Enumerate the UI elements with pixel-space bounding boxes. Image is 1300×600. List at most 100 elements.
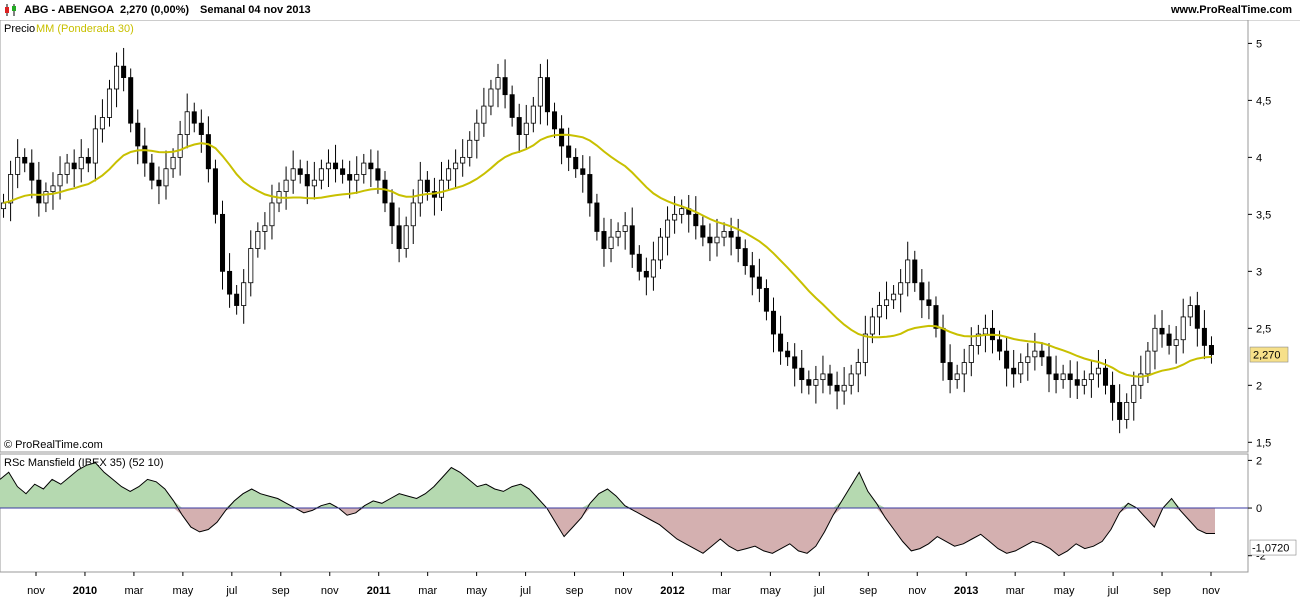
candle-body [481, 105, 487, 124]
candle-body [820, 373, 826, 381]
candle-body [1159, 327, 1165, 335]
legend-price: Precio [4, 23, 35, 35]
candle-body [333, 162, 339, 170]
candle-body [933, 305, 939, 329]
candle-body [707, 236, 713, 244]
candle-body [36, 179, 42, 204]
candle-body [700, 225, 706, 238]
price-y-axis: 5 4,5 4 3,5 3 2,5 2 1,5 [1248, 38, 1271, 449]
candle-body [665, 219, 671, 238]
candle-body [650, 259, 656, 278]
candle-body [389, 202, 395, 227]
chart-area: Precio MM (Ponderada 30) © ProRealTime.c… [0, 20, 1297, 597]
candle-body [601, 231, 607, 249]
rsc-tick-label: -2 [1256, 551, 1266, 563]
candle-body [15, 156, 21, 175]
candle-body [205, 134, 211, 170]
candle-body [742, 248, 748, 267]
x-tick-label: may [466, 585, 487, 597]
period-label: Semanal 04 nov 2013 [200, 4, 311, 16]
candle-body [340, 168, 346, 175]
candle-body [71, 162, 77, 170]
x-tick-label: 2010 [73, 585, 97, 597]
candle-body [135, 122, 141, 147]
candle-body [99, 117, 105, 130]
x-tick-label: mar [1006, 585, 1025, 597]
ticker-label: ABG - ABENGOA [24, 4, 115, 16]
candle-body [735, 236, 741, 249]
candle-body [1208, 345, 1214, 355]
candle-body [1039, 350, 1045, 358]
candle-body [855, 362, 861, 375]
x-tick-label: jul [225, 585, 237, 597]
price-change-label: 2,270 (0,00%) [120, 4, 190, 16]
candle-body [947, 362, 953, 381]
candle-body [403, 225, 409, 249]
chart-header: ABG - ABENGOA 2,270 (0,00%) Semanal 04 n… [0, 0, 1300, 21]
candle-body [1046, 356, 1052, 375]
candle-body [806, 379, 812, 386]
candle-body [177, 134, 183, 158]
candle-body [869, 316, 875, 335]
legend-ma: MM (Ponderada 30) [36, 23, 134, 35]
candle-body [898, 282, 904, 295]
candle-body [446, 168, 452, 181]
candle-body [841, 384, 847, 392]
candle-body [234, 293, 240, 306]
y-tick-label: 3 [1256, 266, 1262, 278]
rsc-negative-area [0, 508, 1215, 556]
candle-body [396, 225, 402, 249]
candle-body [149, 162, 155, 181]
candle-body [241, 282, 247, 306]
candle-body [629, 225, 635, 255]
rsc-tick-label: 0 [1256, 503, 1262, 515]
candle-body [438, 179, 445, 198]
candle-body [212, 168, 218, 215]
candle-body [1117, 402, 1123, 420]
candle-body [1074, 379, 1080, 386]
candle-body [57, 174, 63, 187]
candle-body [1, 202, 7, 210]
x-tick-label: nov [321, 585, 339, 597]
candle-body [587, 174, 593, 204]
candle-body [198, 122, 204, 135]
candle-body [813, 379, 819, 386]
candle-body [1187, 305, 1193, 318]
rsc-positive-area [0, 462, 1215, 508]
candle-body [636, 253, 642, 272]
candle-body [544, 77, 550, 113]
candle-body [156, 179, 162, 187]
candle-body [756, 276, 762, 289]
candle-body [85, 156, 91, 164]
candle-body [488, 88, 494, 107]
candle-body [502, 77, 508, 96]
ma-line [3, 133, 1212, 378]
candle-body [269, 202, 275, 227]
candle-body [1194, 305, 1200, 329]
candle-body [22, 156, 28, 164]
x-tick-label: may [172, 585, 193, 597]
candle-body [325, 162, 331, 170]
candle-body [785, 350, 791, 358]
candle-body [573, 156, 579, 170]
candle-body [474, 122, 480, 141]
x-tick-label: mar [712, 585, 731, 597]
candle-body [862, 333, 868, 363]
candle-body [799, 367, 805, 381]
x-tick-label: nov [1202, 585, 1220, 597]
x-tick-label: sep [566, 585, 584, 597]
x-tick-label: sep [1153, 585, 1171, 597]
candle-body [191, 111, 197, 124]
candle-body [297, 168, 303, 175]
candle-body [770, 310, 777, 335]
candlestick-series [1, 47, 1214, 434]
candle-body [530, 105, 536, 124]
candle-body [142, 145, 148, 164]
candle-body [1025, 356, 1031, 363]
candle-body [975, 333, 981, 346]
candle-body [1166, 333, 1172, 346]
site-link[interactable]: www.ProRealTime.com [1170, 4, 1292, 16]
x-tick-label: mar [124, 585, 143, 597]
x-tick-label: nov [908, 585, 926, 597]
candle-body [318, 168, 324, 181]
